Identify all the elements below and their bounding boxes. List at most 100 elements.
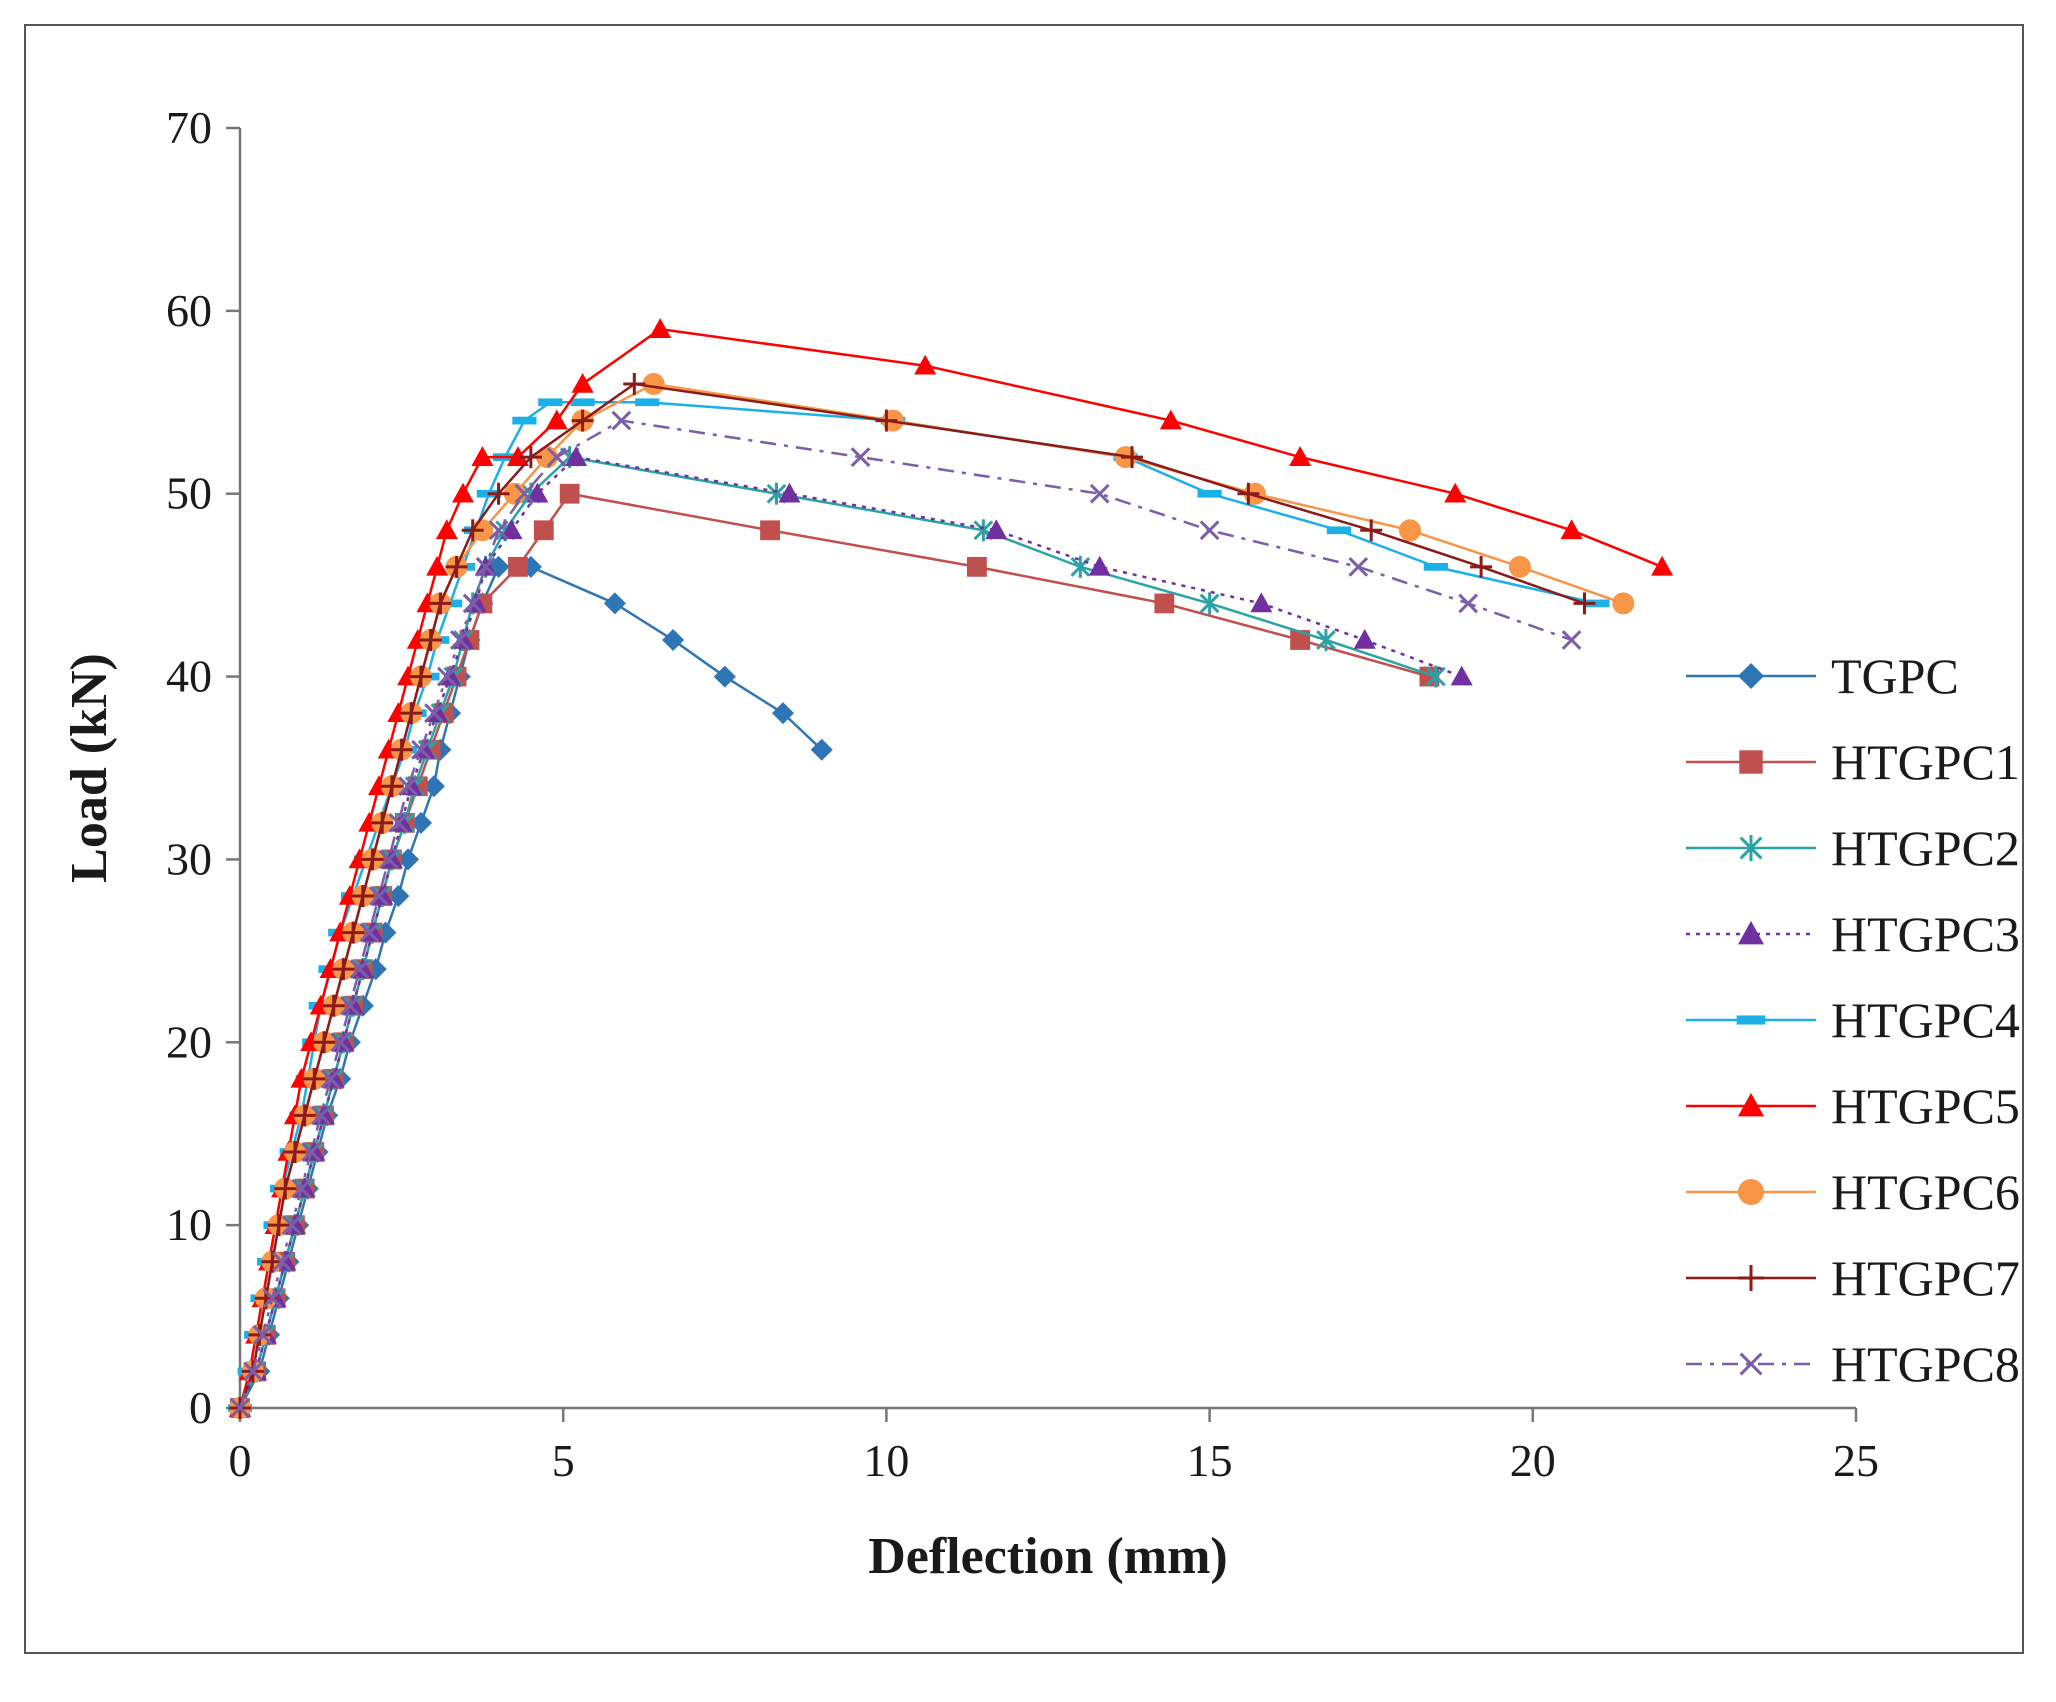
data-point-htgpc7 (571, 409, 594, 432)
data-point-htgpc7 (1360, 519, 1383, 542)
series-line-htgpc8 (238, 419, 1573, 1409)
data-point-htgpc7 (380, 775, 403, 798)
data-point-htgpc5 (435, 519, 458, 540)
legend-marker (1739, 1352, 1763, 1376)
y-tick-label: 10 (166, 1199, 212, 1250)
data-point-tgpc (409, 811, 432, 834)
data-point-htgpc1 (559, 483, 580, 504)
data-point-htgpc4 (1585, 599, 1610, 608)
data-point-htgpc3 (1088, 555, 1111, 576)
data-point-htgpc4 (570, 398, 595, 407)
series-htgpc5 (229, 318, 1674, 1417)
series-tgpc (229, 555, 833, 1419)
legend-marker (1738, 921, 1764, 945)
x-tick-label: 0 (229, 1435, 252, 1486)
data-point-htgpc8 (1348, 556, 1369, 577)
data-point-tgpc (771, 702, 794, 725)
legend-label: HTGPC6 (1831, 1164, 2020, 1220)
legend-item-htgpc8: HTGPC8 (1686, 1336, 2020, 1392)
data-point-htgpc7 (1470, 555, 1493, 578)
x-tick-label: 10 (863, 1435, 909, 1486)
legend-marker (1738, 663, 1764, 689)
data-point-htgpc6 (642, 373, 665, 395)
x-tick-label: 25 (1833, 1435, 1879, 1486)
data-point-htgpc8 (462, 593, 483, 614)
data-point-htgpc8 (310, 1105, 331, 1126)
series-layer (227, 318, 1674, 1419)
data-point-htgpc8 (378, 849, 399, 870)
legend-item-htgpc2: HTGPC2 (1686, 820, 2020, 876)
data-point-htgpc7 (419, 629, 442, 651)
data-point-htgpc8 (546, 447, 567, 468)
y-tick-label: 0 (189, 1382, 212, 1433)
legend-item-htgpc6: HTGPC6 (1686, 1164, 2020, 1220)
data-point-htgpc5 (471, 446, 494, 466)
legend-item-tgpc: TGPC (1686, 648, 1959, 704)
data-point-htgpc7 (267, 1214, 290, 1237)
y-tick-label: 50 (166, 468, 212, 519)
data-point-htgpc1 (966, 556, 987, 577)
data-point-htgpc7 (409, 665, 432, 688)
series-line-htgpc4 (238, 401, 1598, 1409)
legend-label: HTGPC1 (1831, 734, 2020, 790)
data-point-htgpc4 (1423, 563, 1448, 571)
data-point-htgpc2 (1070, 555, 1091, 578)
data-point-htgpc1 (1154, 593, 1175, 614)
data-point-htgpc6 (1508, 555, 1531, 578)
series-htgpc8 (230, 410, 1582, 1418)
y-tick-label: 70 (166, 102, 212, 153)
data-point-tgpc (810, 738, 833, 761)
legend-marker (1739, 835, 1763, 861)
legend-item-htgpc7: HTGPC7 (1686, 1250, 2020, 1306)
data-point-htgpc8 (611, 410, 632, 431)
data-point-htgpc8 (369, 886, 389, 906)
data-point-htgpc8 (1089, 483, 1110, 504)
legend-item-htgpc3: HTGPC3 (1686, 906, 2020, 962)
data-point-htgpc7 (293, 1104, 316, 1127)
data-point-htgpc7 (248, 1323, 271, 1346)
data-point-htgpc7 (429, 592, 452, 615)
data-point-htgpc4 (512, 416, 537, 425)
data-point-htgpc1 (760, 520, 780, 541)
data-point-htgpc8 (424, 703, 444, 724)
data-point-htgpc5 (1560, 519, 1583, 540)
data-point-htgpc5 (506, 446, 529, 466)
data-point-htgpc4 (635, 398, 660, 407)
data-point-htgpc8 (230, 1398, 250, 1418)
axes: 0 10 20 30 40 50 60 70 0 5 10 15 20 25 (166, 102, 1879, 1486)
line-chart: 0 10 20 30 40 50 60 70 0 5 10 15 20 25 Deflection (mm… (61, 102, 2020, 1585)
data-point-htgpc7 (1237, 482, 1260, 505)
chart-frame: 0 10 20 30 40 50 60 70 0 5 10 15 20 25 Deflection (mm… (24, 24, 2024, 1654)
data-point-htgpc6 (1612, 592, 1635, 615)
legend-marker (1738, 1179, 1764, 1205)
data-point-htgpc8 (349, 959, 370, 980)
legend-item-htgpc5: HTGPC5 (1686, 1078, 2020, 1134)
data-point-htgpc7 (445, 555, 468, 578)
data-point-tgpc (662, 629, 685, 651)
x-axis-title: Deflection (mm) (868, 1528, 1228, 1585)
data-point-htgpc7 (519, 446, 542, 469)
data-point-htgpc1 (533, 520, 554, 541)
data-point-htgpc8 (488, 520, 509, 541)
data-point-htgpc7 (623, 373, 646, 395)
x-tick-label: 15 (1187, 1435, 1233, 1486)
legend-marker (1738, 1265, 1764, 1291)
series-line-tgpc (238, 565, 823, 1409)
series-line-htgpc5 (238, 327, 1663, 1409)
data-point-htgpc1 (1290, 630, 1310, 650)
data-point-tgpc (603, 592, 626, 615)
data-point-htgpc5 (426, 555, 449, 576)
series-line-htgpc3 (238, 455, 1463, 1409)
data-point-htgpc5 (649, 318, 672, 338)
data-point-tgpc (713, 665, 736, 688)
data-point-htgpc5 (1651, 555, 1674, 576)
legend-marker (1736, 1015, 1766, 1025)
data-point-htgpc8 (398, 776, 418, 797)
data-point-htgpc8 (340, 995, 360, 1016)
data-point-htgpc7 (1573, 592, 1596, 615)
data-point-htgpc7 (303, 1067, 326, 1090)
data-point-htgpc5 (1444, 482, 1467, 503)
data-point-htgpc8 (449, 630, 470, 650)
data-point-htgpc7 (342, 921, 365, 944)
legend-label: HTGPC2 (1831, 820, 2020, 876)
